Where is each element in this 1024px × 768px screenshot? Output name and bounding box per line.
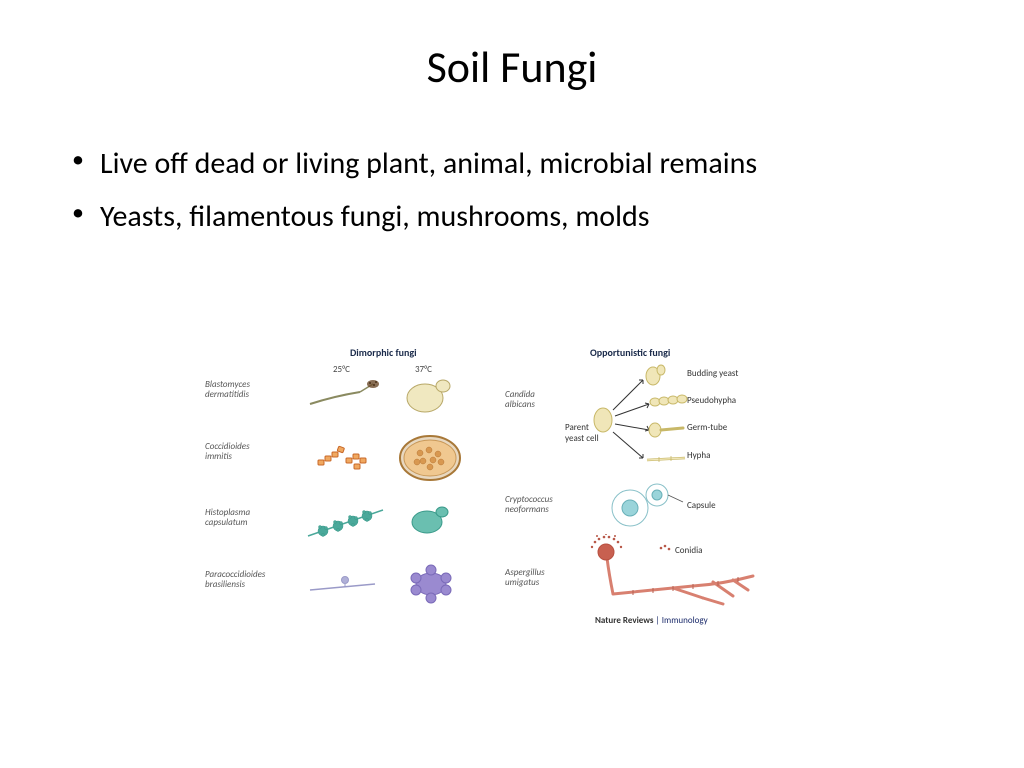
bullet-item: Yeasts, filamentous fungi, mushrooms, mo… bbox=[100, 197, 964, 238]
paracoccidioides-37-icon bbox=[401, 556, 461, 606]
dimorphic-header: Dimorphic fungi bbox=[350, 346, 417, 359]
label-candida: Candida albicans bbox=[505, 390, 565, 410]
label-blastomyces: Blastomyces dermatitidis bbox=[205, 380, 275, 400]
paracoccidioides-25-icon bbox=[305, 564, 385, 600]
coccidioides-25-icon bbox=[310, 430, 380, 480]
candida-icon bbox=[573, 364, 738, 479]
credit-topic: Immunology bbox=[662, 615, 708, 626]
label-histoplasma: Histoplasma capsulatum bbox=[205, 508, 275, 528]
bullet-list: Live off dead or living plant, animal, m… bbox=[60, 144, 964, 237]
opportunistic-header: Opportunistic fungi bbox=[590, 346, 670, 359]
bullet-item: Live off dead or living plant, animal, m… bbox=[100, 144, 964, 185]
credit-source: Nature Reviews bbox=[595, 615, 654, 626]
histoplasma-37-icon bbox=[407, 500, 455, 540]
slide-body: Soil Fungi Live off dead or living plant… bbox=[0, 0, 1024, 768]
blastomyces-25-icon bbox=[305, 374, 385, 414]
diagram-credit: Nature Reviews | Immunology bbox=[595, 615, 708, 626]
histoplasma-25-icon bbox=[303, 498, 393, 546]
label-paracoccidioides: Paracoccidioides brasiliensis bbox=[205, 570, 285, 590]
aspergillus-icon bbox=[573, 534, 773, 614]
label-aspergillus: Aspergillus umigatus bbox=[505, 568, 565, 588]
label-coccidioides: Coccidioides immitis bbox=[205, 442, 275, 462]
fungi-diagram: Dimorphic fungi Opportunistic fungi 25°C… bbox=[255, 350, 775, 670]
slide-title: Soil Fungi bbox=[60, 40, 964, 94]
coccidioides-37-icon bbox=[395, 428, 465, 483]
blastomyces-37-icon bbox=[403, 372, 458, 416]
label-cryptococcus: Cryptococcus neoformans bbox=[505, 495, 575, 515]
cryptococcus-icon bbox=[605, 480, 695, 530]
